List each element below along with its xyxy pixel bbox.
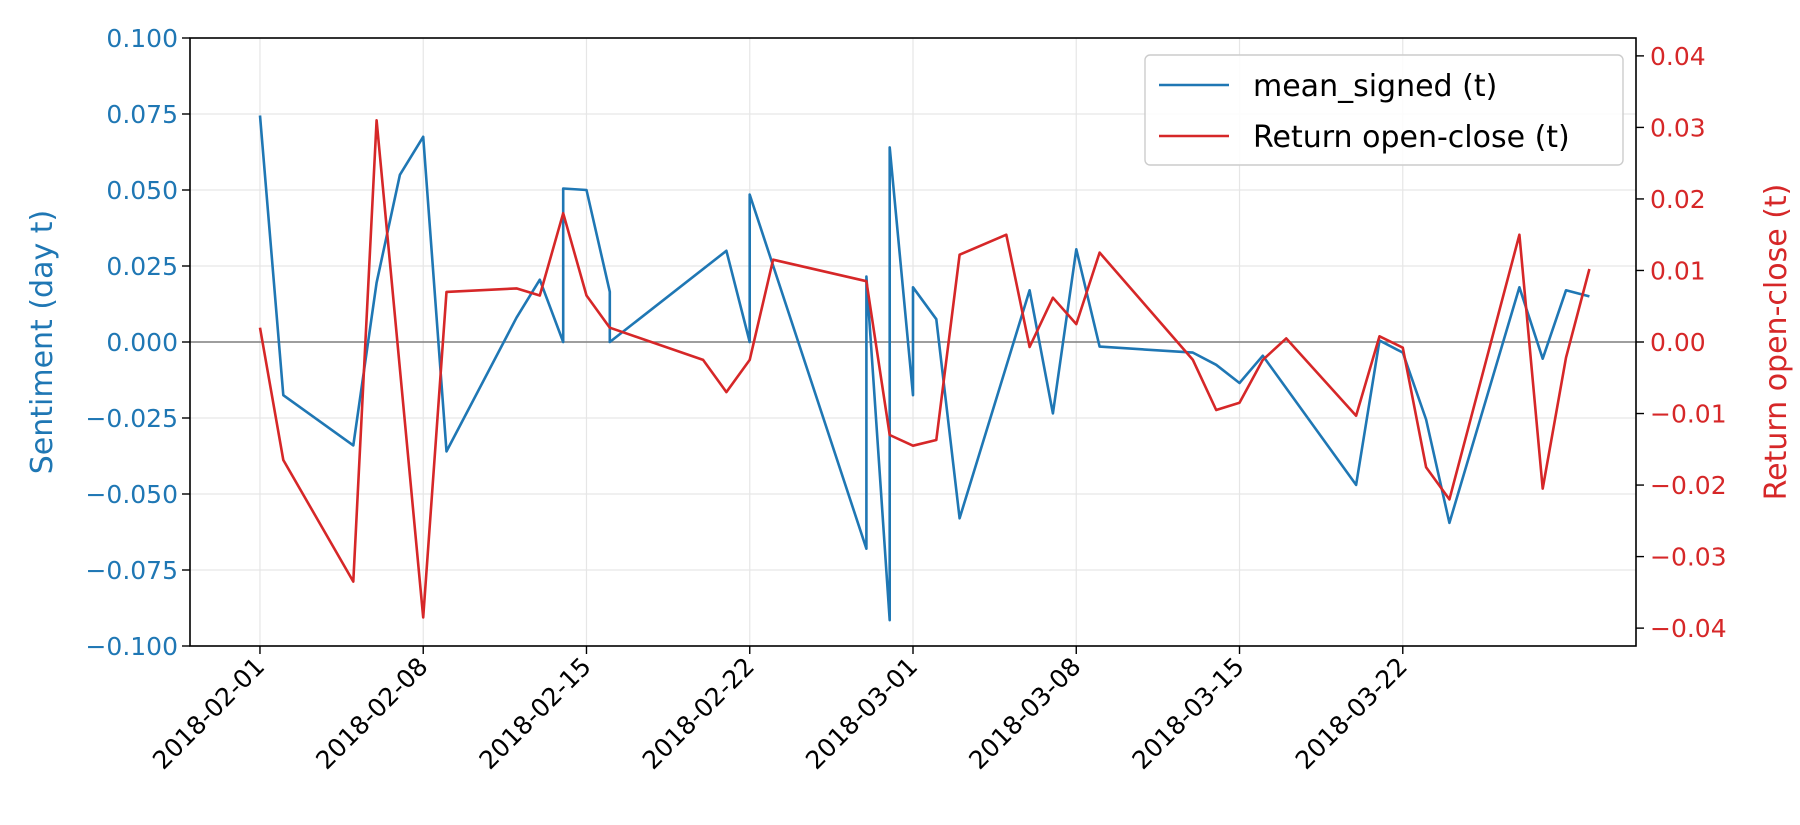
right-tick-label: 0.00 (1650, 328, 1706, 357)
left-tick-label: −0.050 (85, 480, 178, 509)
x-tick-label: 2018-03-01 (800, 652, 923, 775)
right-tick-label: −0.01 (1650, 400, 1727, 429)
right-tick-label: −0.04 (1650, 614, 1727, 643)
right-tick-label: −0.03 (1650, 543, 1727, 572)
left-tick-label: 0.100 (106, 24, 178, 53)
left-tick-label: −0.075 (85, 556, 178, 585)
x-tick-label: 2018-03-08 (963, 652, 1086, 775)
right-y-axis: −0.04 −0.03 −0.02 −0.01 0.00 0.01 0.02 0.03 0.04 (1636, 42, 1727, 643)
left-tick-label: −0.100 (85, 632, 178, 661)
left-tick-label: −0.025 (85, 404, 178, 433)
x-tick-label: 2018-03-15 (1127, 652, 1250, 775)
left-tick-label: 0.050 (106, 176, 178, 205)
legend-entry-mean-signed: mean_signed (t) (1253, 69, 1497, 104)
left-y-axis: −0.100 −0.075 −0.050 −0.025 0.000 0.025 0.050 0… (85, 24, 190, 661)
right-tick-label: 0.03 (1650, 113, 1706, 142)
series-layer (258, 115, 1591, 622)
x-tick-label: 2018-02-08 (310, 652, 433, 775)
right-tick-label: 0.01 (1650, 256, 1706, 285)
right-y-axis-label: Return open-close (t) (1759, 184, 1794, 501)
right-tick-label: 0.04 (1650, 42, 1706, 71)
left-tick-label: 0.000 (106, 328, 178, 357)
x-tick-label: 2018-03-22 (1290, 652, 1413, 775)
right-tick-label: 0.02 (1650, 185, 1706, 214)
x-tick-label: 2018-02-15 (473, 652, 596, 775)
legend-entry-return-open-close: Return open-close (t) (1253, 120, 1570, 155)
x-tick-label: 2018-02-01 (147, 652, 270, 775)
left-y-axis-label: Sentiment (day t) (25, 210, 60, 475)
right-tick-label: −0.02 (1650, 471, 1727, 500)
series-line-mean-signed (258, 115, 1590, 622)
legend: mean_signed (t) Return open-close (t) (1144, 54, 1624, 166)
legend-box (1144, 54, 1624, 166)
left-tick-label: 0.025 (106, 252, 178, 281)
left-tick-label: 0.075 (106, 100, 178, 129)
x-axis: 2018-02-01 2018-02-08 2018-02-15 2018-02-22… (147, 646, 1413, 775)
x-tick-label: 2018-02-22 (637, 652, 760, 775)
series-line-return-open-close (258, 119, 1591, 619)
